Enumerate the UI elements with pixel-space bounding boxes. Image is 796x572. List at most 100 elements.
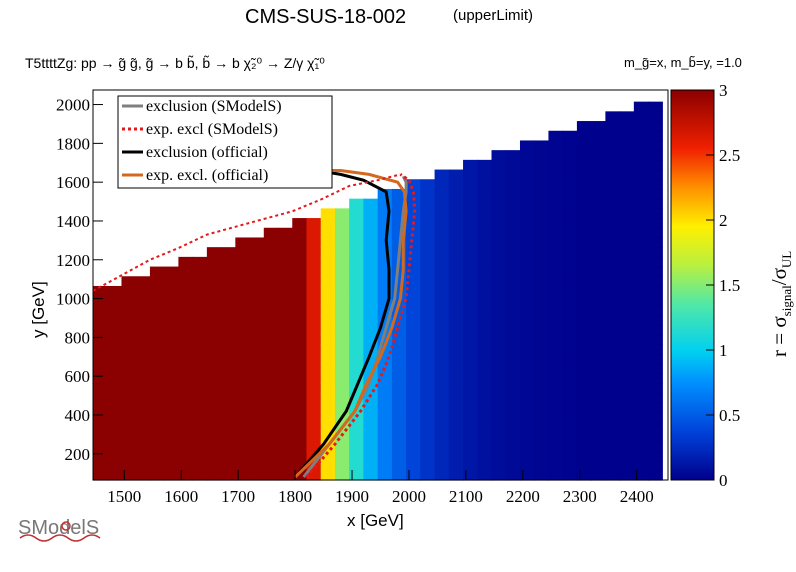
heatmap-cell bbox=[292, 431, 308, 442]
x-tick-label: 2000 bbox=[392, 487, 426, 506]
heatmap-cell bbox=[463, 305, 478, 316]
heatmap-cell bbox=[591, 237, 606, 248]
heatmap-cell bbox=[349, 353, 365, 365]
heatmap-cell bbox=[406, 276, 421, 287]
heatmap-cell bbox=[648, 227, 663, 239]
heatmap-cell bbox=[619, 460, 635, 471]
heatmap-cell bbox=[576, 130, 592, 142]
heatmap-cell bbox=[605, 324, 621, 336]
heatmap-cell bbox=[576, 344, 592, 355]
heatmap-cell bbox=[306, 324, 322, 336]
heatmap-cell bbox=[206, 392, 222, 403]
heatmap-cell bbox=[235, 402, 251, 413]
heatmap-cell bbox=[306, 363, 322, 374]
heatmap-cell bbox=[391, 305, 407, 316]
heatmap-cell bbox=[135, 402, 151, 413]
heatmap-cell bbox=[420, 247, 436, 258]
heatmap-cell bbox=[263, 460, 279, 471]
heatmap-cell bbox=[491, 382, 507, 394]
heatmap-cell bbox=[263, 392, 279, 403]
heatmap-cell bbox=[178, 402, 194, 413]
heatmap-cell bbox=[591, 324, 606, 336]
heatmap-cell bbox=[619, 334, 635, 345]
heatmap-cell bbox=[591, 295, 606, 306]
heatmap-cell bbox=[434, 198, 450, 209]
heatmap-cell bbox=[576, 208, 592, 219]
y-tick-label: 1200 bbox=[56, 251, 90, 270]
heatmap-cell bbox=[192, 344, 208, 355]
heatmap-cell bbox=[107, 402, 123, 413]
heatmap-cell bbox=[320, 421, 336, 433]
heatmap-cell bbox=[334, 353, 350, 365]
heatmap-cell bbox=[121, 295, 137, 306]
heatmap-cell bbox=[249, 363, 265, 374]
heatmap-cell bbox=[334, 276, 350, 287]
heatmap-cell bbox=[149, 373, 165, 384]
heatmap-cell bbox=[121, 421, 137, 433]
heatmap-cell bbox=[619, 373, 635, 384]
heatmap-cell bbox=[605, 266, 621, 277]
heatmap-cell bbox=[619, 121, 635, 132]
heatmap-cell bbox=[263, 470, 279, 481]
heatmap-cell bbox=[434, 218, 450, 229]
heatmap-cell bbox=[349, 247, 365, 258]
heatmap-cell bbox=[633, 412, 649, 423]
heatmap-cell bbox=[306, 421, 322, 433]
heatmap-cell bbox=[363, 208, 379, 219]
heatmap-cell bbox=[463, 344, 478, 355]
heatmap-cell bbox=[235, 353, 251, 365]
heatmap-cell bbox=[121, 363, 137, 374]
heatmap-cell bbox=[192, 266, 208, 277]
heatmap-cell bbox=[391, 373, 407, 384]
heatmap-cell bbox=[320, 382, 336, 394]
heatmap-cell bbox=[363, 460, 379, 471]
heatmap-cell bbox=[349, 305, 365, 316]
heatmap-cell bbox=[107, 334, 123, 345]
heatmap-cell bbox=[491, 276, 507, 287]
heatmap-cell bbox=[519, 344, 535, 355]
heatmap-cell bbox=[135, 412, 151, 423]
heatmap-cell bbox=[633, 305, 649, 316]
heatmap-cell bbox=[235, 266, 251, 277]
heatmap-cell bbox=[619, 344, 635, 355]
heatmap-cell bbox=[420, 431, 436, 442]
heatmap-cell bbox=[548, 256, 564, 268]
heatmap-cell bbox=[463, 198, 478, 209]
heatmap-cell bbox=[363, 392, 379, 403]
heatmap-cell bbox=[491, 412, 507, 423]
heatmap-cell bbox=[349, 431, 365, 442]
heatmap-cell bbox=[93, 460, 108, 471]
heatmap-cell bbox=[292, 373, 308, 384]
heatmap-cell bbox=[562, 421, 578, 433]
heatmap-cell bbox=[463, 218, 478, 229]
heatmap-cell bbox=[434, 324, 450, 336]
heatmap-cell bbox=[93, 363, 108, 374]
heatmap-cell bbox=[107, 431, 123, 442]
heatmap-cell bbox=[192, 441, 208, 452]
heatmap-cell bbox=[406, 373, 421, 384]
heatmap-cell bbox=[334, 344, 350, 355]
heatmap-cell bbox=[206, 285, 222, 297]
heatmap-cell bbox=[320, 412, 336, 423]
heatmap-cell bbox=[249, 295, 265, 306]
heatmap-cell bbox=[505, 266, 521, 277]
heatmap-cell bbox=[519, 412, 535, 423]
heatmap-cell bbox=[135, 460, 151, 471]
heatmap-cell bbox=[363, 324, 379, 336]
heatmap-cell bbox=[505, 392, 521, 403]
heatmap-cell bbox=[306, 305, 322, 316]
heatmap-cell bbox=[633, 373, 649, 384]
heatmap-cell bbox=[562, 373, 578, 384]
heatmap-cell bbox=[562, 285, 578, 297]
heatmap-cell bbox=[505, 159, 521, 171]
heatmap-cell bbox=[320, 266, 336, 277]
heatmap-cell bbox=[349, 285, 365, 297]
heatmap-cell bbox=[519, 159, 535, 171]
heatmap-cell bbox=[377, 421, 393, 433]
heatmap-cell bbox=[619, 382, 635, 394]
heatmap-cell bbox=[576, 324, 592, 336]
heatmap-cell bbox=[249, 392, 265, 403]
mass-note: m_g̃=x, m_b̃=y, =1.0 bbox=[624, 55, 742, 70]
heatmap-cell bbox=[420, 218, 436, 229]
heatmap-cell bbox=[121, 460, 137, 471]
